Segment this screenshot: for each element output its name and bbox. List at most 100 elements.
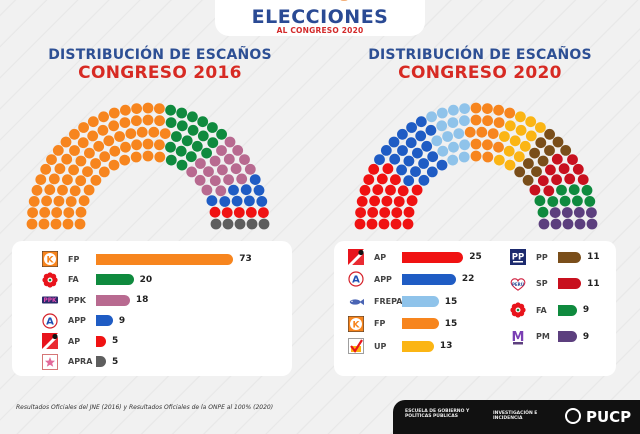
- seat-frepap: [459, 115, 470, 127]
- seat-ap: [390, 218, 402, 230]
- seat-fa: [181, 135, 193, 147]
- seat-up: [499, 131, 510, 142]
- seat-bar: [402, 318, 439, 330]
- seat-app: [412, 147, 423, 159]
- seat-fa: [187, 124, 199, 136]
- legend-row-fa: FA 20: [42, 271, 152, 289]
- seat-frepap: [453, 128, 465, 140]
- hemicycle-charts: [26, 102, 598, 230]
- seat-fp: [136, 126, 148, 138]
- seat-pp: [552, 136, 564, 148]
- legend-row-ppk: PPK PPK 18: [42, 291, 148, 309]
- seat-up: [504, 120, 516, 132]
- seat-fp: [98, 111, 109, 123]
- seat-fa: [559, 195, 571, 207]
- seat-fp: [119, 117, 131, 128]
- seat-ppk: [230, 163, 242, 175]
- frepap-fish-icon: [348, 294, 364, 310]
- seat-ppk: [209, 155, 221, 167]
- seat-fp: [154, 151, 166, 163]
- hemicycle-2020: [354, 102, 598, 230]
- legend-row-fa: FA 9: [510, 301, 589, 319]
- seat-fp: [69, 185, 81, 197]
- sp-heart-icon: PERÚ: [510, 276, 526, 292]
- seat-count: 9: [582, 305, 590, 315]
- seat-fp: [83, 184, 95, 196]
- seat-sp: [543, 185, 555, 197]
- seat-bar: [558, 278, 582, 289]
- ap-shovel-icon: [348, 249, 364, 265]
- seat-fp: [90, 158, 101, 169]
- seat-up: [515, 124, 527, 136]
- section-title-line1: DISTRIBUCIÓN DE ESCAÑOS: [48, 47, 272, 63]
- seat-frepap: [447, 117, 459, 128]
- seat-fp: [482, 115, 493, 127]
- seat-app: [206, 195, 218, 207]
- seat-app: [228, 184, 239, 196]
- header-subtitle: AL CONGRESO 2020: [276, 26, 364, 35]
- seat-bar: [96, 356, 106, 367]
- seat-fp: [26, 218, 38, 230]
- seat-app: [244, 195, 255, 207]
- seat-fp: [53, 195, 65, 207]
- seat-fp: [51, 207, 63, 218]
- seat-app: [418, 158, 429, 169]
- seat-fp: [52, 145, 64, 156]
- ppk-icon: PPK: [42, 292, 58, 308]
- seat-bar: [402, 340, 434, 352]
- legend-row-up: UP 13: [348, 337, 452, 355]
- seat-ap: [233, 207, 245, 218]
- seat-fa: [568, 184, 580, 196]
- seat-fp: [142, 138, 154, 150]
- seat-ap: [258, 207, 269, 219]
- seat-bar: [402, 296, 439, 308]
- seat-fp: [482, 103, 493, 114]
- seat-fp: [504, 107, 516, 119]
- seat-fp: [62, 174, 73, 186]
- seat-frepap: [426, 111, 437, 123]
- seat-app: [426, 166, 438, 178]
- pm-m-icon: M: [510, 329, 526, 345]
- seat-pp: [560, 145, 572, 156]
- seat-up: [519, 140, 531, 152]
- seat-ap: [359, 184, 371, 196]
- seat-fa: [165, 104, 177, 116]
- seat-pm: [586, 218, 598, 230]
- seat-count: 11: [587, 278, 600, 289]
- seat-bar: [96, 274, 134, 285]
- seat-fp: [108, 159, 120, 171]
- app-a-icon: A: [42, 312, 58, 329]
- seat-app: [219, 196, 231, 207]
- seat-fp: [60, 136, 72, 148]
- fa-flower-icon: [42, 271, 58, 288]
- seat-sp: [572, 163, 584, 175]
- seat-up: [513, 151, 525, 163]
- legend-row-ap: AP 5: [42, 332, 118, 350]
- seat-fp: [75, 175, 87, 187]
- seat-fa: [207, 137, 219, 149]
- svg-text:K: K: [47, 256, 55, 266]
- seat-ap: [393, 196, 405, 207]
- legend-row-ap: AP 25: [348, 248, 482, 266]
- seat-frepap: [436, 120, 448, 132]
- seat-fp: [119, 154, 131, 166]
- seat-fa: [171, 131, 182, 142]
- seat-fp: [54, 163, 66, 175]
- seat-ap: [376, 173, 388, 185]
- section-title-2020: DISTRIBUCIÓN DE ESCAÑOS CONGRESO 2020: [320, 47, 640, 83]
- legend-row-apra: APRA 5: [42, 353, 118, 371]
- seat-fp: [98, 166, 110, 178]
- seat-ppk: [209, 175, 221, 187]
- seat-fa: [207, 122, 218, 133]
- seat-app: [421, 140, 433, 152]
- seat-app: [403, 175, 415, 187]
- seat-app: [389, 153, 401, 165]
- seat-fp: [39, 207, 51, 218]
- seat-sp: [577, 174, 589, 186]
- seat-fa: [187, 111, 198, 123]
- fp-k-icon: K: [348, 315, 364, 332]
- seat-frepap: [458, 151, 470, 163]
- seat-fp: [87, 116, 99, 128]
- section-title-2016: DISTRIBUCIÓN DE ESCAÑOS CONGRESO 2016: [0, 47, 320, 83]
- svg-text:K: K: [353, 320, 361, 330]
